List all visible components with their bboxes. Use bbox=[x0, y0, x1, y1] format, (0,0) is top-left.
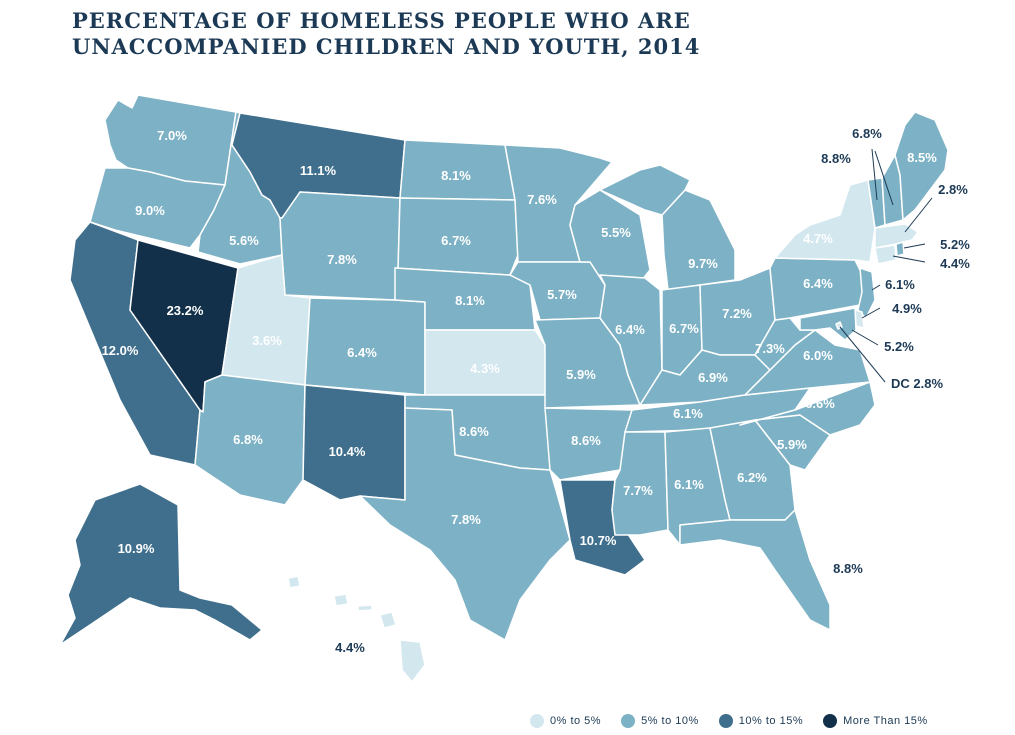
legend-label-low: 0% to 5% bbox=[550, 715, 602, 727]
leader-ma bbox=[904, 197, 933, 233]
label-nd: 8.1% bbox=[441, 168, 471, 183]
label-wa: 7.0% bbox=[157, 128, 187, 143]
state-hi-maui[interactable] bbox=[379, 611, 397, 629]
legend-swatch-high bbox=[718, 714, 733, 728]
title-line-2: UNACCOMPANIED CHILDREN AND YOUTH, 2014 bbox=[72, 34, 701, 59]
map-legend: 0% to 5% 5% to 10% 10% to 15% More Than … bbox=[530, 712, 928, 730]
label-tn: 6.1% bbox=[673, 406, 703, 421]
leader-de bbox=[861, 307, 881, 319]
us-choropleth-map: 7.0% 9.0% 12.0% 23.2% 5.6% 11.1% 7.8% 3.… bbox=[59, 94, 970, 683]
label-md: 5.2% bbox=[884, 339, 914, 354]
legend-label-mid: 5% to 10% bbox=[641, 715, 699, 727]
label-tx: 7.8% bbox=[451, 512, 481, 527]
label-ia: 5.7% bbox=[547, 287, 577, 302]
legend-item-low: 0% to 5% bbox=[530, 714, 601, 728]
label-ar: 8.6% bbox=[571, 433, 601, 448]
label-az: 6.8% bbox=[233, 432, 263, 447]
leader-dc bbox=[839, 326, 886, 383]
state-hi-oahu[interactable] bbox=[333, 593, 349, 607]
label-la: 10.7% bbox=[580, 533, 617, 548]
state-hi-molokai[interactable] bbox=[357, 604, 373, 612]
state-nj[interactable] bbox=[857, 267, 876, 319]
label-mn: 7.6% bbox=[527, 192, 557, 207]
label-ny: 4.7% bbox=[803, 231, 833, 246]
legend-label-top: More Than 15% bbox=[843, 715, 928, 727]
state-fl[interactable] bbox=[679, 509, 831, 631]
label-me: 8.5% bbox=[907, 150, 937, 165]
legend-swatch-mid bbox=[621, 714, 636, 728]
label-pa: 6.4% bbox=[803, 276, 833, 291]
label-ut: 3.6% bbox=[252, 333, 282, 348]
map-title: PERCENTAGE OF HOMELESS PEOPLE WHO ARE UN… bbox=[72, 8, 712, 60]
label-ri: 5.2% bbox=[940, 237, 970, 252]
state-nm[interactable] bbox=[302, 384, 406, 501]
label-wy: 7.8% bbox=[327, 252, 357, 267]
title-line-1: PERCENTAGE OF HOMELESS PEOPLE WHO ARE bbox=[72, 8, 691, 33]
state-ma[interactable] bbox=[874, 223, 919, 249]
legend-label-high: 10% to 15% bbox=[738, 715, 804, 727]
state-il[interactable] bbox=[599, 274, 663, 406]
label-wi: 5.5% bbox=[601, 225, 631, 240]
leader-ri bbox=[903, 243, 926, 249]
label-ga: 6.2% bbox=[737, 470, 767, 485]
label-dc: DC 2.8% bbox=[891, 376, 943, 391]
legend-item-mid: 5% to 10% bbox=[621, 714, 699, 728]
label-mt: 11.1% bbox=[300, 163, 337, 178]
label-mo: 5.9% bbox=[566, 367, 596, 382]
label-nv: 23.2% bbox=[167, 303, 204, 318]
state-ny[interactable] bbox=[774, 179, 876, 263]
state-ak[interactable] bbox=[59, 483, 263, 646]
leader-md bbox=[851, 329, 879, 346]
label-ne: 8.1% bbox=[455, 293, 485, 308]
leader-ct bbox=[892, 255, 926, 263]
state-mi[interactable] bbox=[661, 189, 736, 291]
label-ca: 12.0% bbox=[102, 343, 139, 358]
label-ks: 4.3% bbox=[470, 361, 500, 376]
label-in: 6.7% bbox=[669, 321, 699, 336]
state-me[interactable] bbox=[894, 111, 949, 221]
label-mi: 9.7% bbox=[688, 256, 718, 271]
label-wv: 7.3% bbox=[755, 341, 785, 356]
label-sc: 5.9% bbox=[777, 437, 807, 452]
label-va: 6.0% bbox=[803, 348, 833, 363]
leader-vt bbox=[871, 148, 878, 201]
label-vt: 6.8% bbox=[852, 126, 882, 141]
label-ak: 10.9% bbox=[118, 541, 155, 556]
label-nh: 8.8% bbox=[821, 151, 851, 166]
state-tx[interactable] bbox=[359, 407, 571, 641]
label-ok: 8.6% bbox=[459, 424, 489, 439]
label-ct: 4.4% bbox=[940, 256, 970, 271]
state-wy[interactable] bbox=[279, 191, 401, 301]
label-id: 5.6% bbox=[229, 233, 259, 248]
label-co: 6.4% bbox=[347, 345, 377, 360]
label-oh: 7.2% bbox=[722, 306, 752, 321]
label-nm: 10.4% bbox=[329, 444, 366, 459]
legend-swatch-low bbox=[530, 714, 544, 728]
label-sd: 6.7% bbox=[441, 233, 471, 248]
label-de: 4.9% bbox=[892, 301, 922, 316]
legend-item-high: 10% to 15% bbox=[718, 714, 804, 728]
state-nc[interactable] bbox=[739, 381, 876, 436]
state-md[interactable] bbox=[799, 307, 857, 341]
legend-item-top: More Than 15% bbox=[823, 714, 928, 728]
label-ms: 7.7% bbox=[623, 483, 653, 498]
label-ky: 6.9% bbox=[698, 370, 728, 385]
state-mi-upper[interactable] bbox=[599, 164, 691, 216]
label-il: 6.4% bbox=[615, 322, 645, 337]
state-hi-big[interactable] bbox=[399, 639, 426, 683]
leader-nj bbox=[871, 284, 881, 291]
label-al: 6.1% bbox=[674, 477, 704, 492]
leader-nh bbox=[874, 150, 894, 206]
label-fl: 8.8% bbox=[833, 561, 863, 576]
label-hi: 4.4% bbox=[335, 640, 365, 655]
label-or: 9.0% bbox=[135, 203, 165, 218]
label-ma: 2.8% bbox=[938, 182, 968, 197]
label-nc: 6.6% bbox=[805, 396, 835, 411]
legend-swatch-top bbox=[823, 714, 838, 728]
label-nj: 6.1% bbox=[885, 277, 915, 292]
state-ar[interactable] bbox=[544, 407, 633, 481]
state-hi-kauai[interactable] bbox=[287, 575, 301, 589]
